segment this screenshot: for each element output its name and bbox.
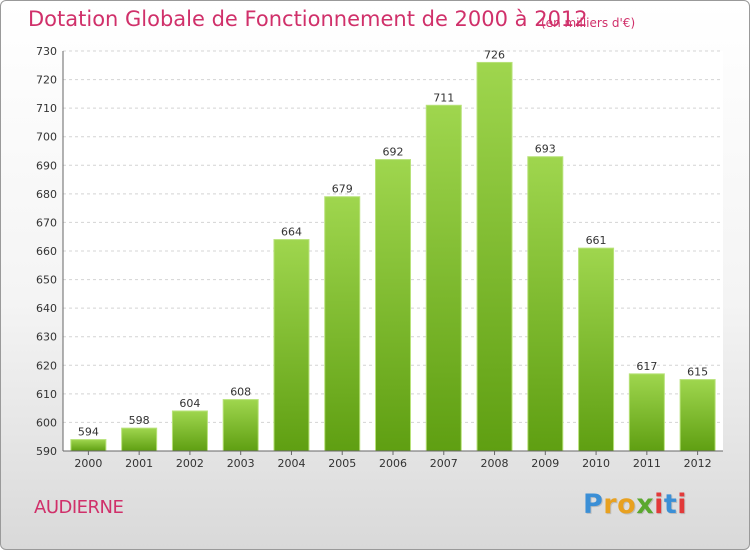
x-tick-label: 2012 (684, 457, 712, 470)
bar-2005 (324, 196, 361, 452)
value-label: 615 (687, 366, 708, 379)
y-tick-label: 680 (36, 188, 57, 201)
logo-letter: r (603, 489, 618, 520)
bar-2012 (679, 379, 716, 452)
y-tick-label: 690 (36, 159, 57, 172)
logo-letter: i (654, 489, 664, 520)
x-tick-label: 2007 (430, 457, 458, 470)
value-label: 692 (383, 146, 404, 159)
chart-title: Dotation Globale de Fonctionnement de 20… (28, 7, 588, 31)
unit-label: (en milliers d'€) (541, 16, 636, 30)
x-tick-label: 2002 (176, 457, 204, 470)
y-tick-label: 590 (36, 445, 57, 458)
bar-2010 (578, 247, 615, 452)
x-tick-label: 2006 (379, 457, 407, 470)
bar-2007 (425, 104, 462, 452)
y-tick-label: 640 (36, 302, 57, 315)
y-tick-label: 730 (36, 45, 57, 58)
value-label: 617 (636, 360, 657, 373)
x-tick-label: 2004 (277, 457, 305, 470)
y-tick-label: 620 (36, 359, 57, 372)
bar-2004 (273, 239, 310, 452)
proxiti-logo: Proxiti (583, 489, 687, 520)
bar-2000 (70, 439, 107, 452)
logo-letter: t (663, 489, 678, 520)
y-tick-label: 610 (36, 388, 57, 401)
value-label: 594 (78, 426, 99, 439)
y-tick-label: 700 (36, 131, 57, 144)
bar-2001 (121, 427, 158, 452)
axes: 590 600 610 620 630 640 650 660 670 680 690 700 710 7… (36, 45, 723, 470)
value-label: 608 (230, 386, 251, 399)
value-label: 693 (535, 143, 556, 156)
bar-2002 (171, 410, 208, 452)
x-tick-label: 2000 (74, 457, 102, 470)
logo-letter: i (677, 489, 688, 520)
bar-2011 (628, 373, 665, 452)
y-tick-label: 650 (36, 274, 57, 287)
logo-letter: o (617, 489, 637, 520)
x-tick-label: 2003 (227, 457, 255, 470)
x-tick-label: 2008 (481, 457, 509, 470)
logo-letter: x (636, 489, 655, 520)
value-label: 679 (332, 183, 353, 196)
y-tick-label: 670 (36, 216, 57, 229)
x-tick-label: 2009 (531, 457, 559, 470)
y-tick-label: 600 (36, 416, 57, 429)
y-tick-label: 720 (36, 74, 57, 87)
x-tick-label: 2011 (633, 457, 661, 470)
bar-2006 (375, 159, 411, 452)
y-tick-label: 660 (36, 245, 57, 258)
bar-2008 (476, 61, 513, 452)
value-label: 711 (433, 91, 454, 104)
y-tick-label: 630 (36, 331, 57, 344)
x-tick-label: 2010 (582, 457, 610, 470)
bar-2009 (527, 156, 564, 452)
x-tick-label: 2005 (328, 457, 356, 470)
value-label: 726 (484, 48, 505, 61)
commune-name: AUDIERNE (34, 497, 124, 518)
y-tick-label: 710 (36, 102, 57, 115)
logo-letter: P (583, 489, 604, 520)
bar-2003 (222, 399, 259, 452)
bars: 594 598 604 608 664 679 692 711 726 693 661 617 615 (70, 48, 716, 452)
value-label: 664 (281, 226, 302, 239)
value-label: 661 (586, 234, 607, 247)
value-label: 598 (129, 414, 150, 427)
value-label: 604 (179, 397, 200, 410)
x-tick-label: 2001 (125, 457, 153, 470)
